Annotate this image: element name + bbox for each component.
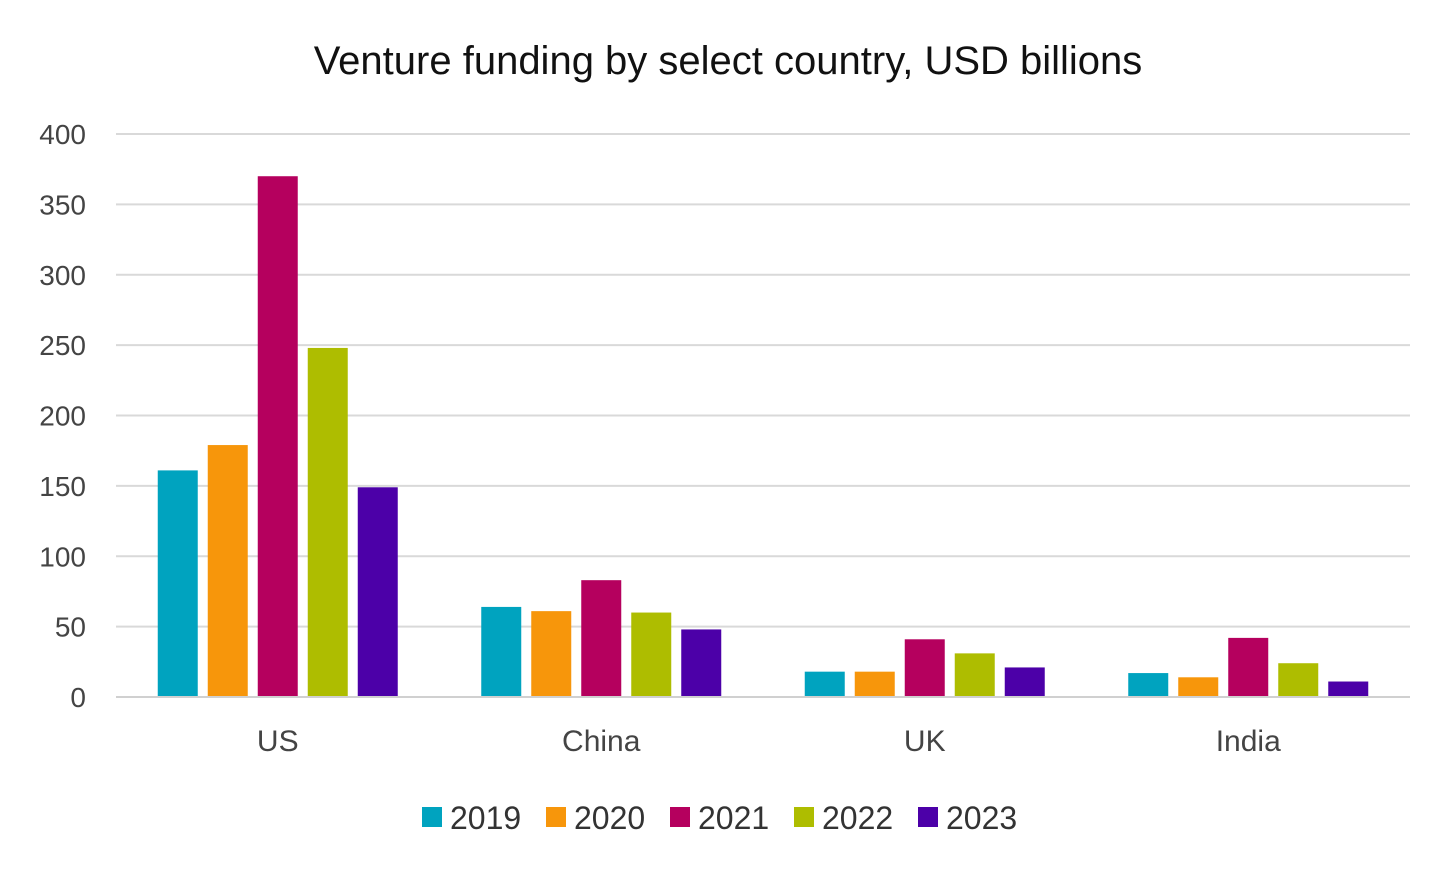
legend: 2019 2020 2021 2022 2023 — [422, 800, 1017, 836]
x-category-label: UK — [904, 725, 946, 758]
chart-title: Venture funding by select country, USD b… — [314, 39, 1143, 83]
bar-uk-2022 — [954, 653, 995, 697]
y-tick-label: 250 — [39, 330, 86, 361]
y-tick-label: 150 — [39, 471, 86, 502]
y-tick-label: 100 — [39, 541, 86, 572]
bar-china-2019 — [481, 606, 522, 697]
bar-us-2019 — [157, 470, 198, 697]
legend-swatch — [546, 807, 566, 827]
legend-label: 2019 — [450, 800, 521, 836]
bar-india-2022 — [1278, 663, 1319, 697]
bar-india-2021 — [1228, 637, 1269, 697]
x-axis-categories: US China UK India — [257, 725, 1281, 758]
y-tick-label: 300 — [39, 260, 86, 291]
bar-india-2019 — [1128, 673, 1169, 697]
legend-label: 2020 — [574, 800, 645, 836]
y-tick-label: 50 — [55, 612, 86, 643]
bar-uk-2021 — [904, 639, 945, 697]
legend-item: 2022 — [794, 800, 893, 836]
bar-china-2023 — [681, 629, 722, 697]
bar-us-2022 — [307, 347, 348, 697]
bar-uk-2020 — [854, 671, 895, 697]
bar-china-2020 — [531, 611, 572, 697]
bar-uk-2019 — [804, 671, 845, 697]
bar-china-2021 — [581, 580, 622, 697]
legend-label: 2022 — [822, 800, 893, 836]
legend-item: 2020 — [546, 800, 645, 836]
bar-uk-2023 — [1004, 667, 1045, 697]
bar-india-2023 — [1328, 681, 1369, 697]
legend-label: 2023 — [946, 800, 1017, 836]
bar-india-2020 — [1178, 677, 1219, 697]
y-tick-label: 350 — [39, 189, 86, 220]
x-category-label: US — [257, 725, 299, 758]
y-tick-label: 0 — [70, 682, 86, 713]
y-axis-ticks: 0 50 100 150 200 250 300 350 400 — [39, 119, 86, 713]
bar-us-2020 — [207, 445, 248, 697]
legend-swatch — [670, 807, 690, 827]
legend-item: 2021 — [670, 800, 769, 836]
legend-swatch — [918, 807, 938, 827]
x-category-label: China — [562, 725, 641, 758]
y-tick-label: 200 — [39, 401, 86, 432]
legend-item: 2023 — [918, 800, 1017, 836]
bars — [157, 176, 1369, 698]
bar-us-2023 — [357, 487, 398, 697]
legend-item: 2019 — [422, 800, 521, 836]
legend-label: 2021 — [698, 800, 769, 836]
legend-swatch — [422, 807, 442, 827]
x-category-label: India — [1216, 725, 1281, 758]
legend-swatch — [794, 807, 814, 827]
bar-us-2021 — [257, 176, 298, 698]
y-tick-label: 400 — [39, 119, 86, 150]
bar-china-2022 — [631, 612, 672, 697]
